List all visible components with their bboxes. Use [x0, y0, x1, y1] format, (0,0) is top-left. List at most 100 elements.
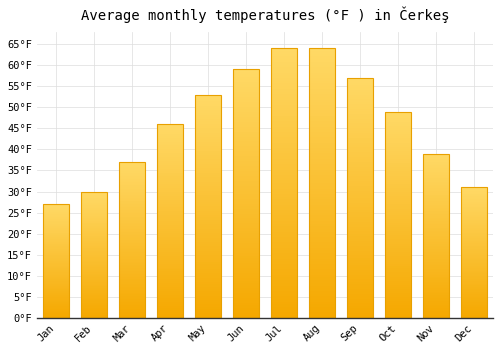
Bar [308, 191, 336, 194]
Bar [156, 281, 183, 283]
Bar [80, 202, 107, 203]
Bar [156, 161, 183, 163]
Bar [384, 227, 411, 229]
Bar [384, 142, 411, 145]
Bar [42, 260, 69, 261]
Bar [42, 272, 69, 274]
Bar [346, 109, 374, 111]
Bar [270, 108, 297, 110]
Bar [422, 190, 450, 191]
Bar [80, 260, 107, 261]
Bar [422, 177, 450, 178]
Bar [118, 162, 145, 164]
Bar [422, 182, 450, 183]
Bar [384, 229, 411, 231]
Bar [118, 240, 145, 241]
Bar [42, 296, 69, 297]
Bar [80, 239, 107, 241]
Bar [346, 178, 374, 181]
Bar [308, 59, 336, 62]
Bar [194, 128, 221, 131]
Bar [346, 172, 374, 174]
Bar [156, 190, 183, 192]
Bar [422, 316, 450, 318]
Bar [156, 165, 183, 167]
Bar [308, 178, 336, 181]
Bar [460, 310, 487, 312]
Bar [346, 260, 374, 262]
Bar [308, 299, 336, 302]
Bar [308, 253, 336, 256]
Bar [270, 81, 297, 83]
Bar [118, 190, 145, 192]
Bar [346, 135, 374, 138]
Bar [384, 219, 411, 221]
Bar [384, 213, 411, 215]
Bar [194, 150, 221, 153]
Bar [156, 153, 183, 155]
Bar [422, 296, 450, 298]
Bar [80, 237, 107, 238]
Bar [118, 304, 145, 306]
Bar [460, 246, 487, 247]
Bar [194, 217, 221, 220]
Bar [194, 304, 221, 307]
Bar [118, 277, 145, 279]
Bar [156, 267, 183, 270]
Bar [346, 205, 374, 208]
Bar [80, 224, 107, 226]
Bar [346, 99, 374, 102]
Bar [422, 246, 450, 247]
Bar [42, 243, 69, 244]
Bar [270, 313, 297, 315]
Bar [384, 246, 411, 248]
Bar [308, 270, 336, 272]
Bar [232, 233, 259, 236]
Bar [308, 151, 336, 154]
Bar [422, 277, 450, 279]
Bar [156, 231, 183, 233]
Bar [384, 122, 411, 124]
Bar [346, 292, 374, 294]
Bar [42, 211, 69, 212]
Bar [346, 231, 374, 234]
Bar [118, 214, 145, 215]
Bar [346, 188, 374, 191]
Bar [194, 309, 221, 311]
Bar [118, 248, 145, 249]
Bar [460, 301, 487, 302]
Bar [308, 280, 336, 283]
Bar [232, 276, 259, 278]
Bar [308, 94, 336, 97]
Bar [346, 306, 374, 308]
Bar [80, 299, 107, 300]
Bar [42, 274, 69, 275]
Bar [308, 208, 336, 210]
Bar [270, 164, 297, 167]
Bar [194, 215, 221, 217]
Bar [346, 78, 374, 318]
Bar [460, 254, 487, 255]
Bar [384, 252, 411, 254]
Bar [156, 205, 183, 208]
Bar [308, 272, 336, 275]
Bar [118, 238, 145, 240]
Bar [346, 294, 374, 296]
Bar [194, 226, 221, 229]
Bar [422, 218, 450, 219]
Bar [80, 255, 107, 256]
Bar [460, 298, 487, 300]
Bar [270, 100, 297, 102]
Bar [346, 203, 374, 205]
Bar [156, 198, 183, 200]
Bar [118, 218, 145, 220]
Bar [156, 291, 183, 293]
Bar [194, 164, 221, 166]
Bar [194, 102, 221, 104]
Bar [118, 212, 145, 214]
Bar [194, 97, 221, 99]
Bar [422, 206, 450, 208]
Bar [80, 226, 107, 227]
Bar [460, 294, 487, 296]
Bar [384, 316, 411, 318]
